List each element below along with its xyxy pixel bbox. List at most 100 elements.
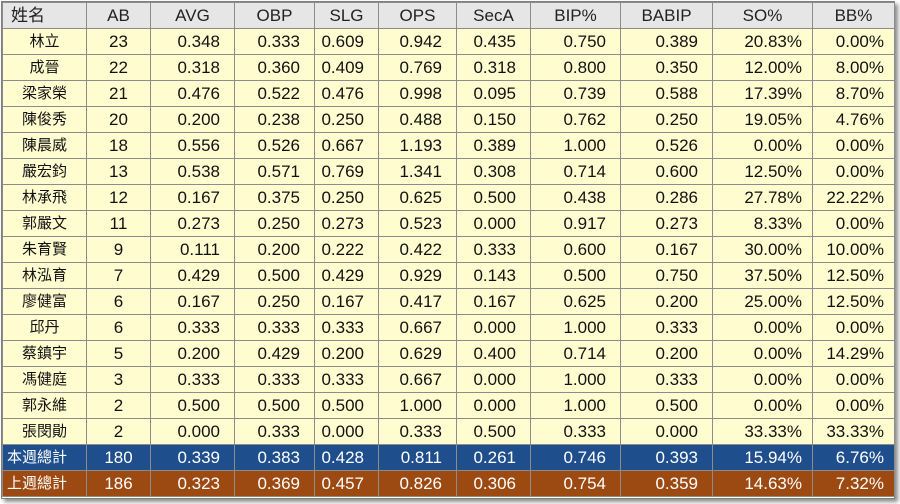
cell-babip: 0.200 xyxy=(620,340,713,367)
cell-ops: 0.625 xyxy=(378,184,457,211)
table-row: 朱育賢 9 0.111 0.200 0.222 0.422 0.333 0.600 0.167 3… xyxy=(2,236,895,263)
total-ab: 186 xyxy=(86,470,151,497)
total-slg: 0.428 xyxy=(314,444,379,471)
col-header-bip: BIP% xyxy=(530,2,621,29)
total-label: 上週總計 xyxy=(2,470,87,497)
cell-so: 20.83% xyxy=(712,28,813,55)
table-row: 陳俊秀 20 0.200 0.238 0.250 0.488 0.150 0.762 0.250… xyxy=(2,106,895,133)
total-so: 14.63% xyxy=(712,470,813,497)
table-row: 林承飛 12 0.167 0.375 0.250 0.625 0.500 0.438 0.286… xyxy=(2,184,895,211)
cell-so: 0.00% xyxy=(712,132,813,159)
cell-babip: 0.167 xyxy=(620,236,713,263)
cell-seca: 0.500 xyxy=(456,418,531,445)
cell-avg: 0.167 xyxy=(150,184,235,211)
cell-obp: 0.333 xyxy=(234,366,315,393)
table-row: 蔡鎮宇 5 0.200 0.429 0.200 0.629 0.400 0.714 0.200 0… xyxy=(2,340,895,367)
cell-ab: 18 xyxy=(86,132,151,159)
cell-ops: 0.942 xyxy=(378,28,457,55)
cell-obp: 0.250 xyxy=(234,288,315,315)
table-row: 嚴宏鈞 13 0.538 0.571 0.769 1.341 0.308 0.714 0.600… xyxy=(2,158,895,185)
cell-name: 梁家榮 xyxy=(2,80,87,107)
cell-babip: 0.000 xyxy=(620,418,713,445)
cell-slg: 0.476 xyxy=(314,80,379,107)
cell-name: 蔡鎮宇 xyxy=(2,340,87,367)
cell-bip: 0.917 xyxy=(530,210,621,237)
cell-so: 0.00% xyxy=(712,392,813,419)
cell-ops: 0.417 xyxy=(378,288,457,315)
table-row: 梁家榮 21 0.476 0.522 0.476 0.998 0.095 0.739 0.588… xyxy=(2,80,895,107)
total-obp: 0.383 xyxy=(234,444,315,471)
total-obp: 0.369 xyxy=(234,470,315,497)
cell-ab: 12 xyxy=(86,184,151,211)
cell-name: 邱丹 xyxy=(2,314,87,341)
table-row: 廖健富 6 0.167 0.250 0.167 0.417 0.167 0.625 0.200 2… xyxy=(2,288,895,315)
cell-bb: 33.33% xyxy=(812,418,895,445)
cell-seca: 0.308 xyxy=(456,158,531,185)
cell-slg: 0.200 xyxy=(314,340,379,367)
cell-slg: 0.609 xyxy=(314,28,379,55)
cell-babip: 0.500 xyxy=(620,392,713,419)
cell-bb: 12.50% xyxy=(812,288,895,315)
cell-slg: 0.429 xyxy=(314,262,379,289)
table-row: 郭永維 2 0.500 0.500 0.500 1.000 0.000 1.000 0.500 0… xyxy=(2,392,895,419)
cell-bip: 0.750 xyxy=(530,28,621,55)
cell-so: 27.78% xyxy=(712,184,813,211)
cell-name: 林立 xyxy=(2,28,87,55)
cell-avg: 0.200 xyxy=(150,106,235,133)
cell-slg: 0.273 xyxy=(314,210,379,237)
cell-bip: 0.625 xyxy=(530,288,621,315)
cell-ab: 6 xyxy=(86,314,151,341)
cell-avg: 0.476 xyxy=(150,80,235,107)
cell-ops: 0.929 xyxy=(378,262,457,289)
cell-obp: 0.429 xyxy=(234,340,315,367)
cell-babip: 0.273 xyxy=(620,210,713,237)
col-header-ab: AB xyxy=(86,2,151,29)
cell-babip: 0.350 xyxy=(620,54,713,81)
cell-slg: 0.333 xyxy=(314,366,379,393)
table-row: 陳晨威 18 0.556 0.526 0.667 1.193 0.389 1.000 0.526… xyxy=(2,132,895,159)
cell-bb: 0.00% xyxy=(812,366,895,393)
cell-avg: 0.000 xyxy=(150,418,235,445)
cell-obp: 0.571 xyxy=(234,158,315,185)
cell-babip: 0.600 xyxy=(620,158,713,185)
col-header-so: SO% xyxy=(712,2,813,29)
col-header-bb: BB% xyxy=(812,2,895,29)
cell-seca: 0.500 xyxy=(456,184,531,211)
cell-bip: 0.438 xyxy=(530,184,621,211)
total-so: 15.94% xyxy=(712,444,813,471)
table-row: 邱丹 6 0.333 0.333 0.333 0.667 0.000 1.000 0.333 0.… xyxy=(2,314,895,341)
cell-bip: 0.800 xyxy=(530,54,621,81)
cell-ab: 13 xyxy=(86,158,151,185)
cell-name: 嚴宏鈞 xyxy=(2,158,87,185)
cell-slg: 0.222 xyxy=(314,236,379,263)
cell-slg: 0.409 xyxy=(314,54,379,81)
col-header-slg: SLG xyxy=(314,2,379,29)
cell-babip: 0.750 xyxy=(620,262,713,289)
cell-ops: 0.523 xyxy=(378,210,457,237)
cell-ab: 11 xyxy=(86,210,151,237)
cell-bb: 22.22% xyxy=(812,184,895,211)
cell-seca: 0.400 xyxy=(456,340,531,367)
cell-avg: 0.167 xyxy=(150,288,235,315)
total-bip: 0.754 xyxy=(530,470,621,497)
cell-bip: 0.600 xyxy=(530,236,621,263)
col-header-babip: BABIP xyxy=(620,2,713,29)
cell-so: 0.00% xyxy=(712,340,813,367)
cell-ab: 23 xyxy=(86,28,151,55)
cell-name: 林泓育 xyxy=(2,262,87,289)
cell-slg: 0.167 xyxy=(314,288,379,315)
total-bb: 6.76% xyxy=(812,444,895,471)
cell-slg: 0.000 xyxy=(314,418,379,445)
cell-ops: 1.341 xyxy=(378,158,457,185)
cell-bb: 0.00% xyxy=(812,158,895,185)
total-babip: 0.359 xyxy=(620,470,713,497)
cell-babip: 0.333 xyxy=(620,366,713,393)
total-avg: 0.339 xyxy=(150,444,235,471)
col-header-ops: OPS xyxy=(378,2,457,29)
cell-so: 33.33% xyxy=(712,418,813,445)
cell-obp: 0.360 xyxy=(234,54,315,81)
cell-seca: 0.333 xyxy=(456,236,531,263)
cell-obp: 0.333 xyxy=(234,314,315,341)
cell-bb: 0.00% xyxy=(812,392,895,419)
